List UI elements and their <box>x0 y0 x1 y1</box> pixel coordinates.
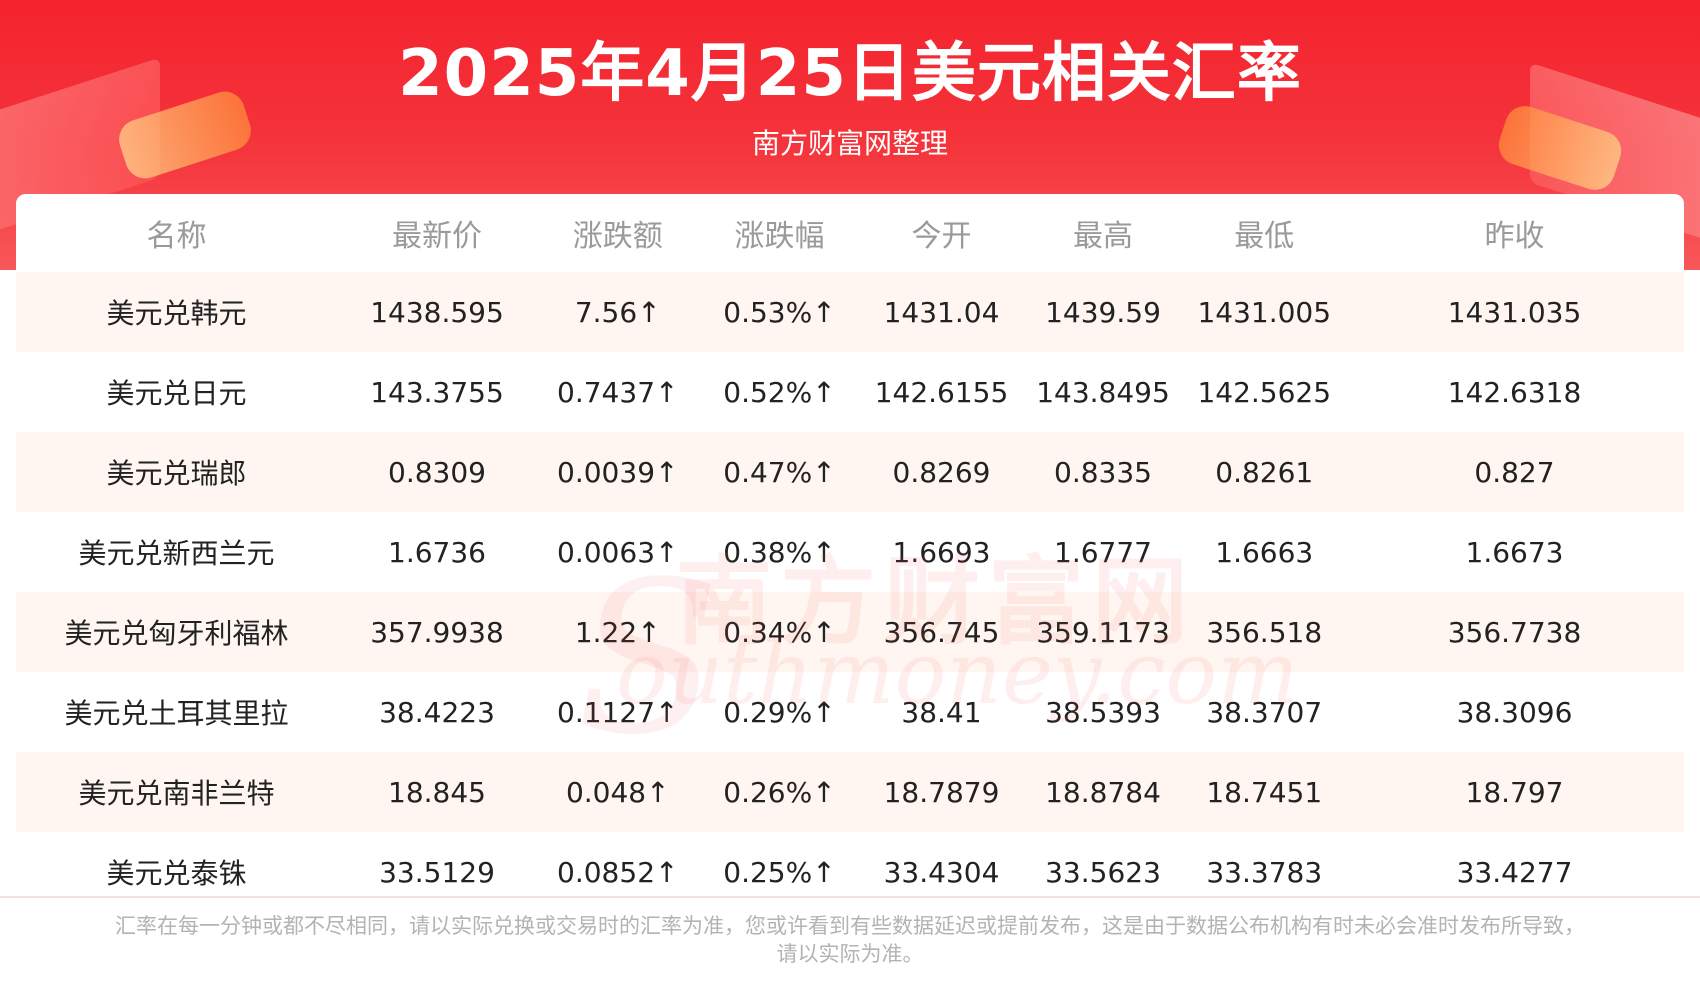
cell-prev: 33.4277 <box>1345 832 1684 896</box>
column-header-prev: 昨收 <box>1345 194 1684 272</box>
rates-table: 名称 最新价 涨跌额 涨跌幅 今开 最高 最低 昨收 美元兑韩元 1438.595… <box>16 194 1684 896</box>
cell-name: 美元兑南非兰特 <box>16 752 337 832</box>
cell-name: 美元兑日元 <box>16 352 337 432</box>
table-row: 美元兑日元 143.3755 0.7437↑ 0.52%↑ 142.6155 143.84… <box>16 352 1684 432</box>
disclaimer-line-1: 汇率在每一分钟或都不尽相同，请以实际兑换或交易时的汇率为准，您或许看到有些数据延… <box>115 914 1585 938</box>
cell-low: 0.8261 <box>1183 432 1345 512</box>
cell-open: 1.6693 <box>860 512 1023 592</box>
cell-high: 18.8784 <box>1022 752 1184 832</box>
cell-low: 1.6663 <box>1183 512 1345 592</box>
cell-high: 33.5623 <box>1022 832 1184 896</box>
cell-name: 美元兑土耳其里拉 <box>16 672 337 752</box>
cell-prev: 1.6673 <box>1345 512 1684 592</box>
cell-latest: 143.3755 <box>337 352 537 432</box>
page-subtitle: 南方财富网整理 <box>751 127 948 160</box>
cell-name: 美元兑韩元 <box>16 272 337 352</box>
cell-change: 0.7437↑ <box>537 352 699 432</box>
cell-low: 1431.005 <box>1183 272 1345 352</box>
rates-table-body: 美元兑韩元 1438.595 7.56↑ 0.53%↑ 1431.04 1439.59 14… <box>16 272 1684 896</box>
table-row: 美元兑土耳其里拉 38.4223 0.1127↑ 0.29%↑ 38.41 38.5393… <box>16 672 1684 752</box>
cell-change: 0.0039↑ <box>537 432 699 512</box>
column-header-name: 名称 <box>16 194 337 272</box>
cell-low: 18.7451 <box>1183 752 1345 832</box>
disclaimer-line-2: 请以实际为准。 <box>776 942 924 966</box>
cell-prev: 18.797 <box>1345 752 1684 832</box>
cell-prev: 38.3096 <box>1345 672 1684 752</box>
cell-latest: 18.845 <box>337 752 537 832</box>
cell-change: 1.22↑ <box>537 592 699 672</box>
cell-pct: 0.29%↑ <box>698 672 861 752</box>
table-row: 美元兑瑞郎 0.8309 0.0039↑ 0.47%↑ 0.8269 0.8335 0.82… <box>16 432 1684 512</box>
page-title: 2025年4月25日美元相关汇率 <box>398 37 1302 111</box>
cell-high: 38.5393 <box>1022 672 1184 752</box>
footer-divider <box>0 896 1700 898</box>
cell-open: 0.8269 <box>860 432 1023 512</box>
cell-high: 1439.59 <box>1022 272 1184 352</box>
cell-latest: 1.6736 <box>337 512 537 592</box>
cell-open: 18.7879 <box>860 752 1023 832</box>
cell-open: 38.41 <box>860 672 1023 752</box>
cell-high: 1.6777 <box>1022 512 1184 592</box>
rates-card: 名称 最新价 涨跌额 涨跌幅 今开 最高 最低 昨收 美元兑韩元 1438.595… <box>16 194 1684 896</box>
cell-pct: 0.34%↑ <box>698 592 861 672</box>
cell-high: 359.1173 <box>1022 592 1184 672</box>
cell-latest: 357.9938 <box>337 592 537 672</box>
table-row: 美元兑新西兰元 1.6736 0.0063↑ 0.38%↑ 1.6693 1.6777 1.… <box>16 512 1684 592</box>
cell-prev: 0.827 <box>1345 432 1684 512</box>
cell-high: 0.8335 <box>1022 432 1184 512</box>
cell-pct: 0.25%↑ <box>698 832 861 896</box>
cell-change: 7.56↑ <box>537 272 699 352</box>
cell-open: 1431.04 <box>860 272 1023 352</box>
table-row: 美元兑韩元 1438.595 7.56↑ 0.53%↑ 1431.04 1439.59 14… <box>16 272 1684 352</box>
cell-pct: 0.53%↑ <box>698 272 861 352</box>
cell-name: 美元兑匈牙利福林 <box>16 592 337 672</box>
table-row: 美元兑泰铢 33.5129 0.0852↑ 0.25%↑ 33.4304 33.5623 3… <box>16 832 1684 896</box>
column-header-low: 最低 <box>1183 194 1345 272</box>
table-header-row: 名称 最新价 涨跌额 涨跌幅 今开 最高 最低 昨收 <box>16 194 1684 272</box>
cell-prev: 1431.035 <box>1345 272 1684 352</box>
cell-name: 美元兑新西兰元 <box>16 512 337 592</box>
cell-low: 38.3707 <box>1183 672 1345 752</box>
cell-latest: 1438.595 <box>337 272 537 352</box>
cell-high: 143.8495 <box>1022 352 1184 432</box>
cell-pct: 0.26%↑ <box>698 752 861 832</box>
cell-prev: 142.6318 <box>1345 352 1684 432</box>
column-header-high: 最高 <box>1022 194 1184 272</box>
cell-open: 142.6155 <box>860 352 1023 432</box>
column-header-change: 涨跌额 <box>537 194 699 272</box>
cell-change: 0.048↑ <box>537 752 699 832</box>
disclaimer: 汇率在每一分钟或都不尽相同，请以实际兑换或交易时的汇率为准，您或许看到有些数据延… <box>70 912 1630 968</box>
cell-low: 356.518 <box>1183 592 1345 672</box>
cell-latest: 38.4223 <box>337 672 537 752</box>
table-row: 美元兑匈牙利福林 357.9938 1.22↑ 0.34%↑ 356.745 359.11… <box>16 592 1684 672</box>
cell-change: 0.0852↑ <box>537 832 699 896</box>
cell-latest: 0.8309 <box>337 432 537 512</box>
cell-low: 142.5625 <box>1183 352 1345 432</box>
cell-name: 美元兑泰铢 <box>16 832 337 896</box>
cell-latest: 33.5129 <box>337 832 537 896</box>
column-header-open: 今开 <box>860 194 1023 272</box>
cell-pct: 0.52%↑ <box>698 352 861 432</box>
column-header-latest: 最新价 <box>337 194 537 272</box>
cell-name: 美元兑瑞郎 <box>16 432 337 512</box>
cell-prev: 356.7738 <box>1345 592 1684 672</box>
cell-pct: 0.47%↑ <box>698 432 861 512</box>
cell-change: 0.1127↑ <box>537 672 699 752</box>
cell-open: 33.4304 <box>860 832 1023 896</box>
cell-open: 356.745 <box>860 592 1023 672</box>
table-row: 美元兑南非兰特 18.845 0.048↑ 0.26%↑ 18.7879 18.8784 1… <box>16 752 1684 832</box>
column-header-pct: 涨跌幅 <box>698 194 861 272</box>
cell-change: 0.0063↑ <box>537 512 699 592</box>
cell-pct: 0.38%↑ <box>698 512 861 592</box>
cell-low: 33.3783 <box>1183 832 1345 896</box>
